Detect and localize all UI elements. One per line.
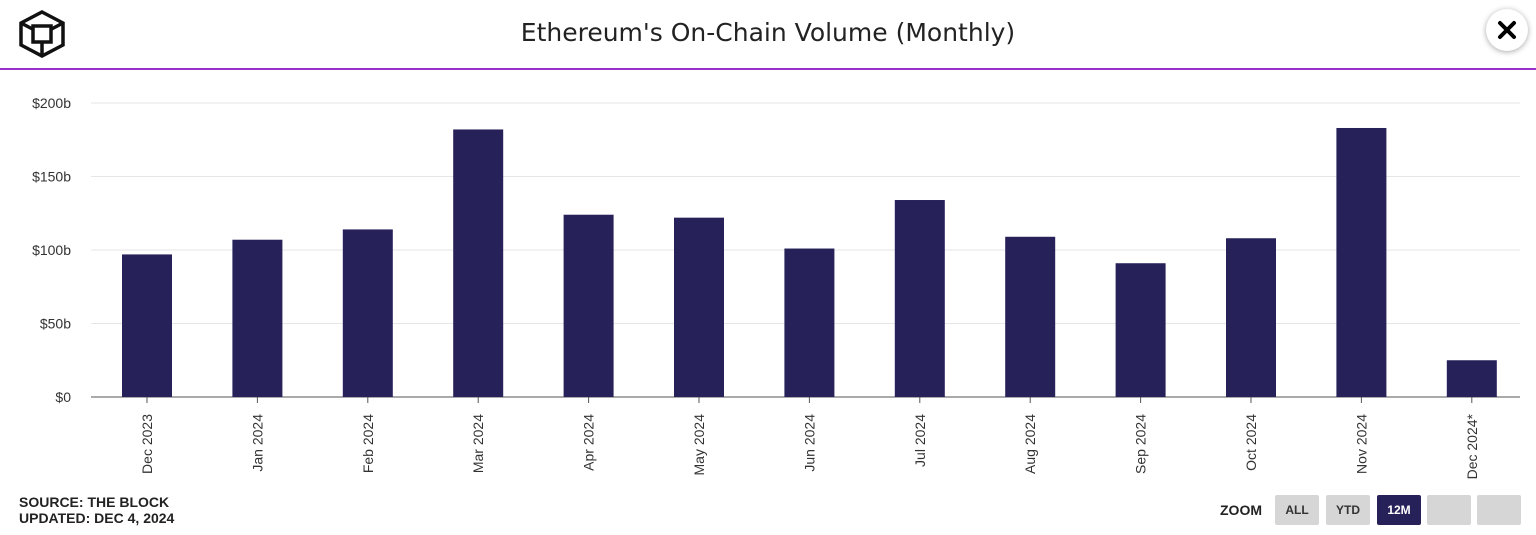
close-button[interactable] [1486, 9, 1528, 51]
x-tick-label: Jul 2024 [912, 414, 928, 467]
zoom-ytd-button[interactable]: YTD [1326, 495, 1370, 525]
zoom-extra-button-1[interactable] [1427, 495, 1471, 525]
y-tick-label: $50b [40, 316, 71, 332]
chart-title: Ethereum's On-Chain Volume (Monthly) [520, 18, 1016, 47]
the-block-logo-icon [19, 10, 65, 58]
bar [674, 217, 724, 397]
x-tick-label: Jan 2024 [249, 414, 265, 472]
x-tick-label: Feb 2024 [360, 414, 376, 473]
bar [342, 229, 393, 397]
x-tick-label: Aug 2024 [1022, 414, 1038, 474]
bar [232, 239, 283, 397]
x-tick-label: Jun 2024 [801, 414, 817, 472]
x-tick-label: Oct 2024 [1243, 414, 1259, 471]
source-note: SOURCE: THE BLOCK UPDATED: DEC 4, 2024 [19, 494, 174, 526]
bar [453, 129, 504, 397]
x-tick-label: Mar 2024 [470, 414, 486, 473]
y-tick-label: $100b [32, 242, 71, 258]
bar [784, 248, 835, 397]
chart-header: Ethereum's On-Chain Volume (Monthly) [0, 0, 1536, 70]
x-tick-label: Nov 2024 [1353, 414, 1369, 474]
x-tick-label: Dec 2023 [139, 414, 155, 474]
zoom-all-button[interactable]: ALL [1275, 495, 1319, 525]
zoom-extra-button-2[interactable] [1477, 495, 1521, 525]
x-tick-label: Sep 2024 [1133, 414, 1149, 474]
bar [1005, 236, 1056, 397]
updated-label: UPDATED: DEC 4, 2024 [19, 510, 175, 526]
zoom-label: ZOOM [1220, 502, 1262, 518]
bar [1336, 127, 1387, 398]
bar [894, 200, 945, 397]
close-icon [1498, 21, 1516, 39]
y-tick-label: $200b [32, 95, 71, 111]
bar [1115, 263, 1166, 397]
bar-chart: $0 $50b $100b $150b $200b Dec 2023 Jan 2024 Feb… [32, 95, 1520, 479]
x-tick-label: Apr 2024 [581, 414, 597, 471]
bar [1226, 238, 1276, 397]
zoom-12m-button[interactable]: 12M [1377, 495, 1421, 525]
y-tick-label: $150b [32, 169, 71, 185]
bar [563, 214, 614, 397]
y-tick-label: $0 [55, 389, 71, 405]
source-label: SOURCE: THE BLOCK [19, 494, 170, 510]
bar [122, 254, 172, 397]
x-tick-label: May 2024 [691, 414, 707, 476]
x-tick-label: Dec 2024* [1464, 413, 1480, 479]
bar [1446, 360, 1497, 397]
